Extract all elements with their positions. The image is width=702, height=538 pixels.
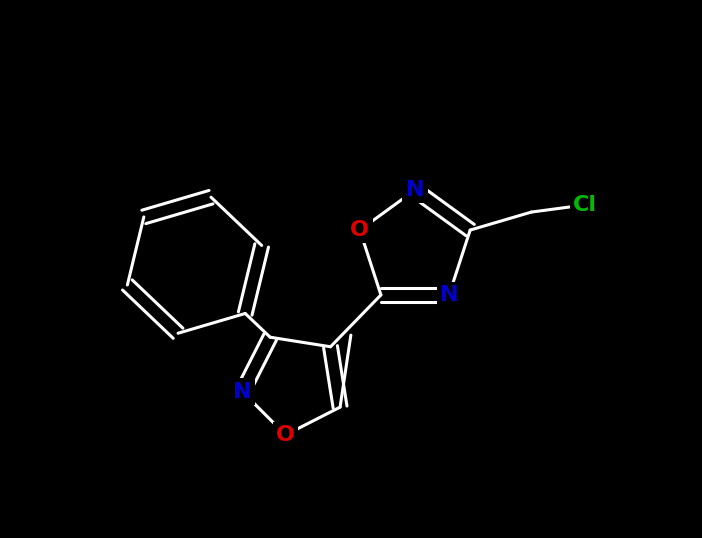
Text: O: O (350, 220, 369, 240)
Text: N: N (233, 381, 251, 402)
Text: O: O (276, 425, 295, 445)
Text: N: N (406, 180, 424, 200)
Text: Cl: Cl (574, 195, 597, 215)
Text: N: N (440, 285, 458, 305)
